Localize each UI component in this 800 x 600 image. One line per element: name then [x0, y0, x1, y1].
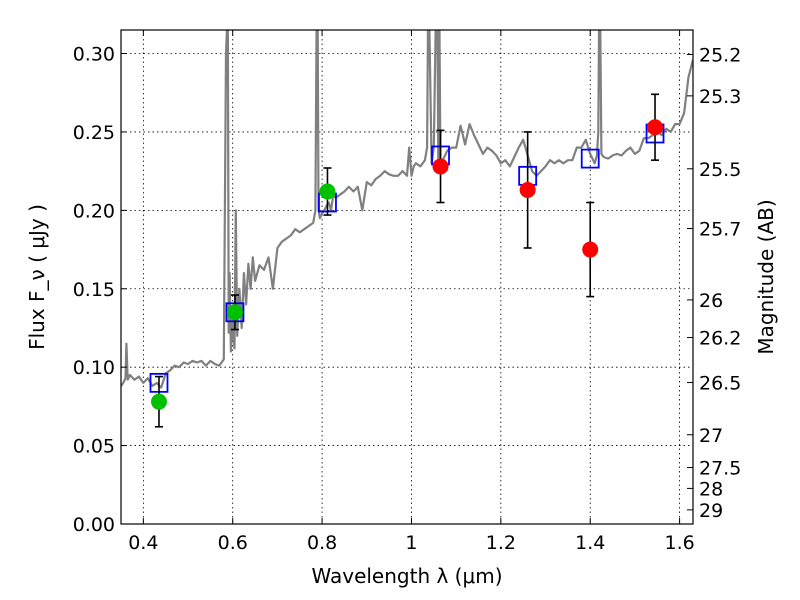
- plot-frame: [120, 29, 694, 525]
- nir-data-point: [582, 241, 599, 258]
- axis-ticks: 0.4 0.6 0.8 1 1.2 1.4 1.6 0.00 0.05 0.10 0.15 0.20 0…: [73, 30, 741, 554]
- x-tick-label: 0.6: [218, 532, 248, 554]
- x-axis-label: Wavelength λ (μm): [311, 564, 502, 588]
- y-tick-label: 0.00: [73, 514, 115, 536]
- y-tick-label: 0.25: [73, 122, 115, 144]
- right-axis-label: Magnitude (AB): [754, 199, 778, 354]
- y-tick-label: 0.05: [73, 436, 115, 458]
- y-tick-label: 0.10: [73, 357, 115, 379]
- y-tick-label: 0.20: [73, 200, 115, 222]
- x-tick-label: 1: [405, 532, 417, 554]
- x-tick-label: 1.2: [486, 532, 516, 554]
- right-tick-label: 27.5: [699, 458, 741, 480]
- right-tick-label: 26: [699, 290, 723, 312]
- right-tick-label: 25.2: [699, 44, 741, 66]
- plot-area: [121, 30, 693, 428]
- x-tick-label: 1.4: [575, 532, 605, 554]
- nir-data-point: [519, 181, 536, 198]
- right-tick-label: 27: [699, 425, 723, 447]
- y-axis-label: Flux F_ν ( μJy ): [25, 204, 49, 350]
- optical-data-point: [226, 304, 243, 321]
- nir-data-point: [432, 158, 449, 175]
- x-axis-label-text: Wavelength λ (μm): [311, 564, 502, 588]
- optical-data-point: [319, 183, 336, 200]
- y-tick-label: 0.30: [73, 44, 115, 66]
- x-tick-label: 0.4: [128, 532, 158, 554]
- x-tick-label: 0.8: [307, 532, 337, 554]
- model-photometry-square: [580, 148, 600, 169]
- right-tick-label: 25.7: [699, 219, 741, 241]
- right-tick-label: 26.5: [699, 373, 741, 395]
- right-tick-label: 26.2: [699, 328, 741, 350]
- grid: [121, 30, 693, 525]
- y-tick-label: 0.15: [73, 279, 115, 301]
- optical-data-point: [150, 393, 167, 410]
- right-tick-label: 25.3: [699, 86, 741, 108]
- x-tick-label: 1.6: [664, 532, 694, 554]
- sed-model-line: [121, 30, 693, 389]
- right-tick-label: 25.5: [699, 159, 741, 181]
- right-tick-label: 28: [699, 478, 723, 500]
- right-tick-label: 29: [699, 500, 723, 522]
- nir-data-point: [647, 119, 664, 136]
